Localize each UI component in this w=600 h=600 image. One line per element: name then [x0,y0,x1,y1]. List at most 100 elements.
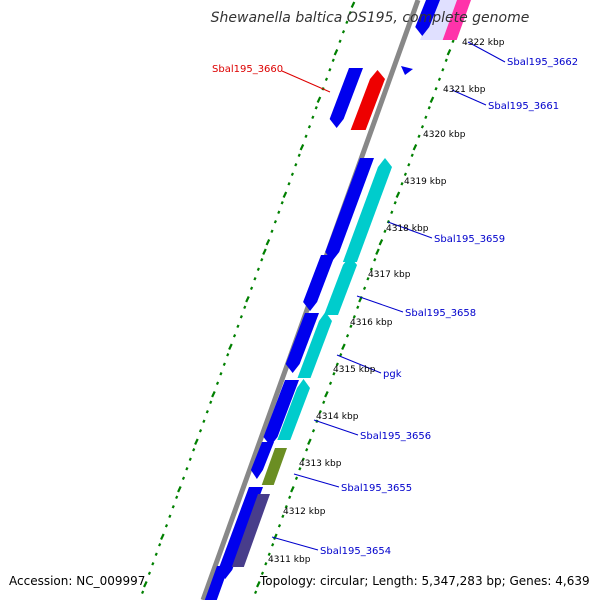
kbp-label: 4314 kbp [316,412,359,422]
tick-mark-left [215,381,220,386]
gene-label[interactable]: Sbal195_3661 [488,101,559,112]
tick-mark-left [228,343,233,350]
tick-mark-left [171,505,175,509]
tick-mark-left [311,115,315,120]
gene-arrow-forward [329,68,363,128]
gene-label[interactable]: Sbal195_3656 [360,431,431,442]
kbp-label: 4321 kbp [443,85,486,95]
leader-line [451,89,487,106]
tick-mark-left [273,220,277,224]
tick-mark-left [158,543,162,547]
tick-mark-right [429,96,435,103]
tick-mark-right [349,324,353,329]
gene-arrow-reverse-olive [261,448,287,485]
gene-label[interactable]: Sbal195_3662 [507,57,578,68]
tick-mark-right [256,581,261,588]
gene-arrow-reverse-highlighted [350,70,385,130]
gene-arrow-reverse [297,312,332,378]
tick-mark-right [444,58,448,63]
tick-mark-left [249,286,254,291]
tick-mark-left [256,267,260,272]
tick-mark-right [307,438,312,445]
kbp-label: 4320 kbp [423,130,466,140]
gene-label[interactable]: pgk [383,369,402,380]
kbp-label: 4312 kbp [283,507,326,517]
tick-mark-right [290,486,295,493]
kbp-label: 4315 kbp [333,365,376,375]
tick-mark-left [154,552,158,557]
tick-mark-right [451,39,455,44]
leader-line [356,295,404,313]
tick-mark-right [298,467,302,471]
tick-mark-right [393,201,397,205]
gene-arrow-forward [303,255,335,311]
tick-mark-left [333,49,339,56]
tick-mark-right [366,277,370,281]
tick-mark-left [222,362,226,367]
tick-mark-right [339,353,343,357]
tick-mark-left [232,334,237,338]
tick-mark-left [147,571,152,576]
tick-mark-left [239,315,243,319]
topology-summary: Topology: circular; Length: 5,347,283 bp… [260,574,590,588]
tick-mark-left [219,372,223,376]
kbp-label: 4311 kbp [268,555,311,565]
tick-mark-left [265,239,271,246]
tick-mark-right [305,448,309,452]
tick-mark-right [417,134,421,139]
tick-mark-left [151,562,155,566]
gene-features [204,0,471,600]
accession-text: Accession: NC_009997 [9,574,146,588]
tick-mark-left [294,163,298,167]
leader-line [336,354,382,374]
gene-label[interactable]: Sbal195_3659 [434,234,505,245]
kbp-label: 4318 kbp [386,224,429,234]
tick-mark-left [209,400,213,405]
tick-mark-left [345,20,349,25]
tick-mark-left [198,429,203,433]
tick-mark-right [335,362,339,367]
tick-mark-right [284,505,288,509]
gene-arrow-reverse [324,256,357,315]
tick-mark-left [168,514,172,519]
tick-mark-right [403,172,408,177]
gene-label[interactable]: Sbal195_3655 [341,483,412,494]
gene-arrow-reverse [342,158,392,262]
tick-mark-right [373,258,377,262]
kbp-label: 4322 kbp [462,38,505,48]
gene-label[interactable]: Sbal195_3654 [320,546,391,557]
tick-mark-left [341,30,346,34]
tick-mark-left [324,77,329,82]
tick-mark-left [194,438,199,445]
leader-line [467,41,506,63]
tick-mark-left [262,248,267,255]
tick-mark-right [288,495,292,500]
label-leader-lines [271,41,506,551]
tick-mark-right [341,343,346,350]
small-feature-marker [401,66,413,75]
tick-mark-right [356,305,360,310]
kbp-label: 4313 kbp [299,459,342,469]
tick-mark-left [205,410,209,414]
tick-mark-left [202,419,206,424]
tick-mark-left [314,106,318,110]
tick-mark-right [332,372,336,376]
tick-mark-left [141,590,145,595]
tick-mark-right [267,552,271,557]
tick-mark-left [338,39,342,44]
tick-mark-left [316,96,322,103]
tick-mark-right [446,49,452,56]
tick-track-left [141,1,356,595]
tick-mark-right [375,248,380,255]
tick-mark-right [324,391,329,398]
gene-label[interactable]: Sbal195_3658 [405,308,476,319]
tick-mark-left [350,1,356,8]
tick-mark-right [362,286,367,291]
tick-mark-left [243,305,247,310]
tick-mark-right [254,590,258,595]
gene-labels: Sbal195_3660 Sbal195_3662 Sbal195_3661 Sbal… [212,57,578,557]
tick-mark-right [345,334,350,338]
gene-label[interactable]: Sbal195_3660 [212,64,283,75]
tick-mark-left [143,581,148,588]
tick-mark-right [437,77,442,82]
